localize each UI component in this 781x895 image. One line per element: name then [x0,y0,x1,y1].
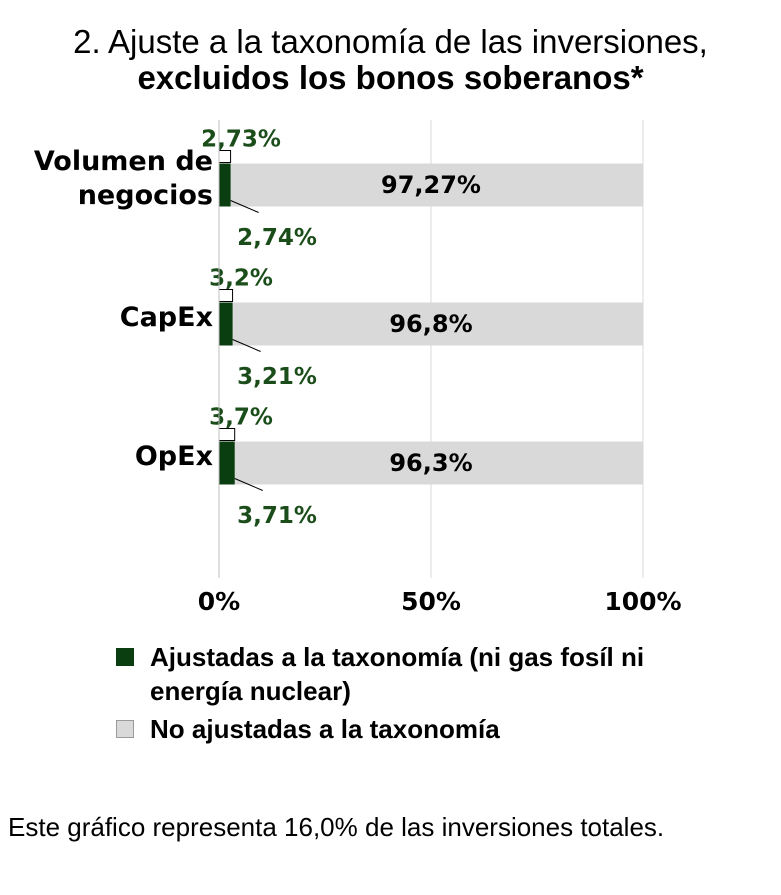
x-tick-label: 100% [604,587,681,616]
footnote: Este gráfico representa 16,0% de las inv… [8,812,665,842]
x-tick-label: 0% [198,587,240,616]
bar-not-aligned [232,302,644,346]
category-label: CapEx [120,302,213,333]
data-label-top: 3,7% [209,405,273,431]
chart-title: 2. Ajuste a la taxonomía de las inversio… [0,24,781,96]
data-label-top: 2,73% [201,127,281,153]
data-label-not-aligned: 96,3% [389,449,472,477]
x-tick-label: 50% [401,587,461,616]
data-label-aligned: 3,21% [237,364,317,390]
bar-not-aligned [234,441,644,485]
bar-not-aligned [230,163,644,207]
bar-aligned [219,441,235,485]
leader-line [232,339,261,352]
data-label-not-aligned: 96,8% [389,310,472,338]
data-label-aligned: 3,71% [237,503,317,529]
legend: Ajustadas a la taxonomía (ni gas fosíl n… [116,640,676,750]
legend-swatch-not-aligned [116,720,134,738]
legend-swatch-aligned [116,648,134,666]
legend-label-aligned: Ajustadas a la taxonomía (ni gas fosíl n… [150,642,645,706]
bar-chart: 0% 50% 100% 97,27% 2,73% 2,74% Volumen denegoc… [34,120,682,616]
legend-item-aligned: Ajustadas a la taxonomía (ni gas fosíl n… [116,640,676,708]
chart-title-line1: 2. Ajuste a la taxonomía de las inversio… [73,23,708,60]
category-label: Volumen de [34,146,213,177]
chart-title-line2: excluidos los bonos soberanos* [137,59,644,96]
bar-aligned [219,302,233,346]
bar-aligned [219,163,231,207]
leader-line [234,478,263,491]
data-label-aligned: 2,74% [237,225,317,251]
legend-label-not-aligned: No ajustadas a la taxonomía [150,714,500,744]
leader-line [230,200,259,213]
data-label-not-aligned: 97,27% [381,171,481,199]
category-label: OpEx [135,441,213,472]
legend-item-not-aligned: No ajustadas a la taxonomía [116,712,676,746]
data-label-top: 3,2% [209,266,273,292]
category-label: negocios [78,180,213,211]
